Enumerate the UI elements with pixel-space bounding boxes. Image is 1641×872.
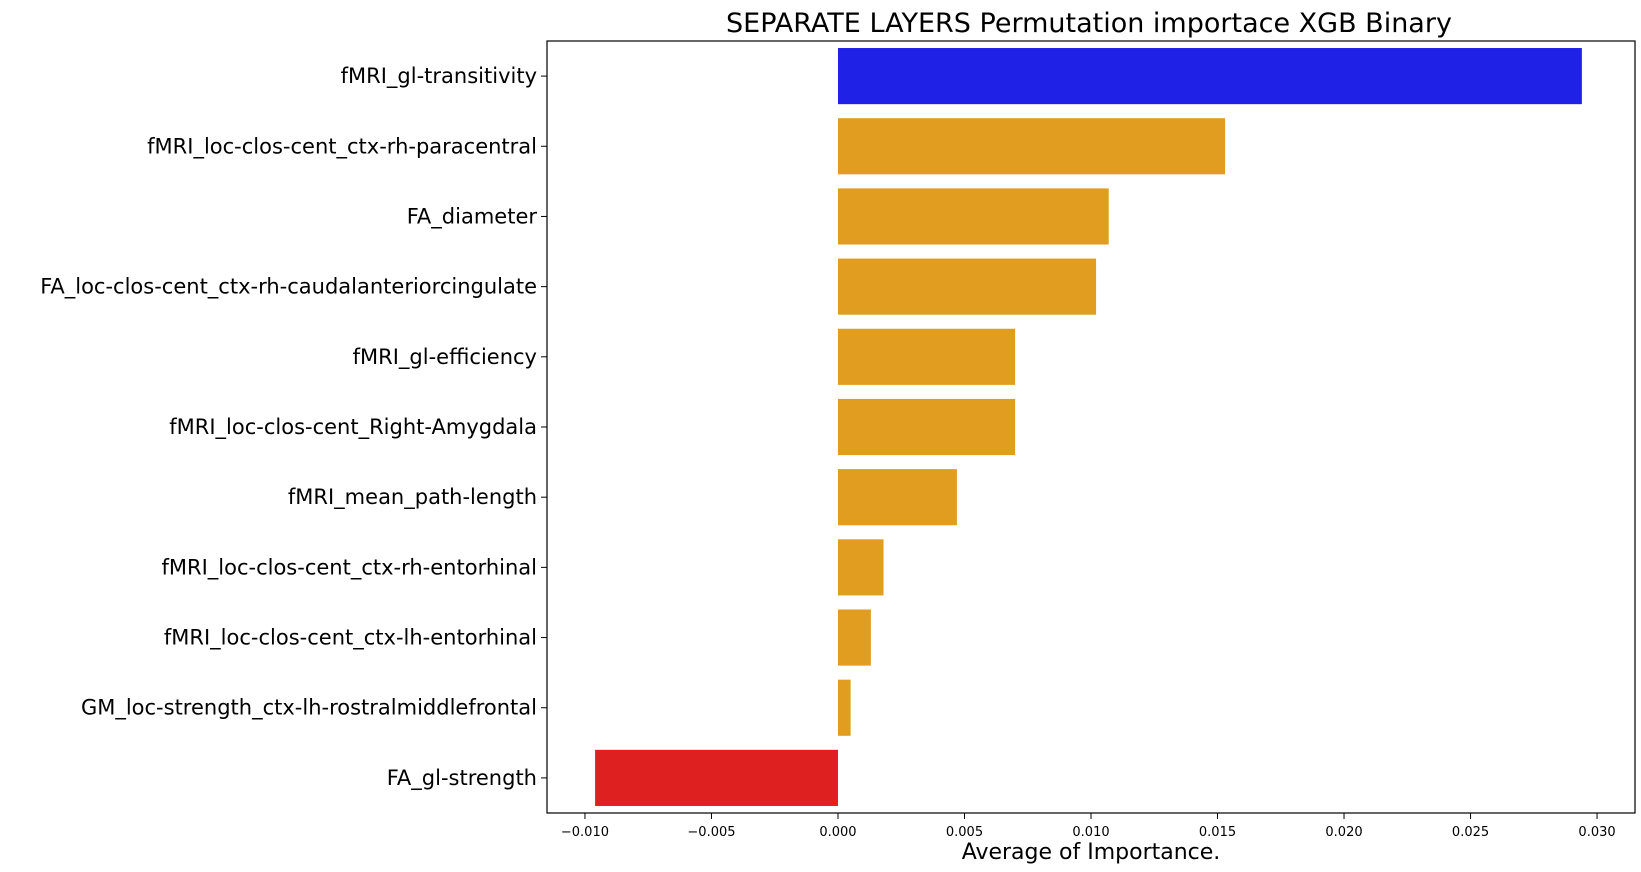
x-tick-label-8: 0.030 — [1578, 825, 1615, 840]
category-label-10: FA_gl-strength — [387, 766, 537, 791]
bar-8 — [837, 609, 871, 666]
bar-10 — [595, 749, 838, 806]
x-tick-label-2: 0.000 — [819, 825, 856, 840]
category-label-6: fMRI_mean_path-length — [288, 485, 537, 510]
category-label-0: fMRI_gl-transitivity — [341, 64, 537, 89]
x-axis: −0.010 −0.005 0.000 0.005 0.010 0.015 0.020 0.0… — [561, 813, 1616, 840]
category-label-2: FA_diameter — [407, 204, 538, 229]
bar-1 — [837, 118, 1226, 175]
plot-frame — [546, 40, 1636, 814]
category-label-5: fMRI_loc-clos-cent_Right-Amygdala — [169, 415, 537, 440]
category-label-9: GM_loc-strength_ctx-lh-rostralmiddlefron… — [81, 696, 537, 721]
category-label-4: fMRI_gl-efficiency — [353, 345, 537, 370]
x-tick-label-7: 0.025 — [1452, 825, 1489, 840]
bar-5 — [837, 398, 1016, 456]
category-labels: fMRI_gl-transitivity fMRI_loc-clos-cent_c… — [40, 64, 547, 791]
bar-4 — [837, 328, 1016, 385]
bars-layer — [595, 48, 1582, 806]
bar-9 — [837, 679, 851, 736]
x-tick-label-1: −0.005 — [687, 825, 735, 840]
category-label-8: fMRI_loc-clos-cent_ctx-lh-entorhinal — [164, 626, 537, 651]
bar-3 — [837, 258, 1097, 315]
x-tick-label-0: −0.010 — [561, 825, 609, 840]
x-tick-label-6: 0.020 — [1325, 825, 1362, 840]
category-label-7: fMRI_loc-clos-cent_ctx-rh-entorhinal — [161, 555, 537, 580]
x-tick-label-5: 0.015 — [1199, 825, 1236, 840]
bar-6 — [837, 469, 957, 526]
x-tick-label-4: 0.010 — [1072, 825, 1109, 840]
chart-title: SEPARATE LAYERS Permutation importace XG… — [726, 8, 1452, 39]
category-label-1: fMRI_loc-clos-cent_ctx-rh-paracentral — [147, 134, 537, 159]
x-axis-label: Average of Importance. — [962, 840, 1221, 865]
category-label-3: FA_loc-clos-cent_ctx-rh-caudalanteriorci… — [40, 275, 537, 300]
bar-0 — [837, 48, 1582, 105]
bar-7 — [837, 539, 884, 596]
x-tick-label-3: 0.005 — [946, 825, 983, 840]
bar-2 — [837, 188, 1109, 245]
